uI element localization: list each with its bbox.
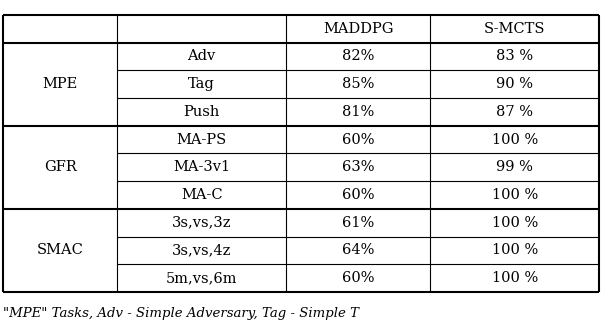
Text: 63%: 63%	[342, 160, 374, 174]
Text: MPE: MPE	[43, 77, 78, 91]
Text: 60%: 60%	[342, 133, 374, 147]
Text: 99 %: 99 %	[496, 160, 533, 174]
Text: Tag: Tag	[188, 77, 215, 91]
Text: 100 %: 100 %	[492, 216, 538, 230]
Text: MA-PS: MA-PS	[176, 133, 227, 147]
Text: 100 %: 100 %	[492, 271, 538, 285]
Text: 60%: 60%	[342, 188, 374, 202]
Text: 83 %: 83 %	[496, 50, 533, 63]
Text: Adv: Adv	[188, 50, 216, 63]
Text: 60%: 60%	[342, 271, 374, 285]
Text: 3s,vs,4z: 3s,vs,4z	[172, 244, 231, 257]
Text: 82%: 82%	[342, 50, 374, 63]
Text: 85%: 85%	[342, 77, 374, 91]
Text: 81%: 81%	[342, 105, 374, 119]
Text: 90 %: 90 %	[496, 77, 533, 91]
Text: S-MCTS: S-MCTS	[484, 22, 545, 36]
Text: 100 %: 100 %	[492, 188, 538, 202]
Text: Push: Push	[184, 105, 220, 119]
Text: MA-C: MA-C	[181, 188, 223, 202]
Text: 61%: 61%	[342, 216, 374, 230]
Text: SMAC: SMAC	[37, 244, 84, 257]
Text: "MPE" Tasks, Adv - Simple Adversary, Tag - Simple T: "MPE" Tasks, Adv - Simple Adversary, Tag…	[3, 307, 359, 320]
Text: 64%: 64%	[342, 244, 374, 257]
Text: 3s,vs,3z: 3s,vs,3z	[172, 216, 231, 230]
Text: 87 %: 87 %	[496, 105, 533, 119]
Text: MADDPG: MADDPG	[323, 22, 394, 36]
Text: 100 %: 100 %	[492, 133, 538, 147]
Text: 5m,vs,6m: 5m,vs,6m	[166, 271, 237, 285]
Text: GFR: GFR	[44, 160, 76, 174]
Text: 100 %: 100 %	[492, 244, 538, 257]
Text: MA-3v1: MA-3v1	[173, 160, 230, 174]
